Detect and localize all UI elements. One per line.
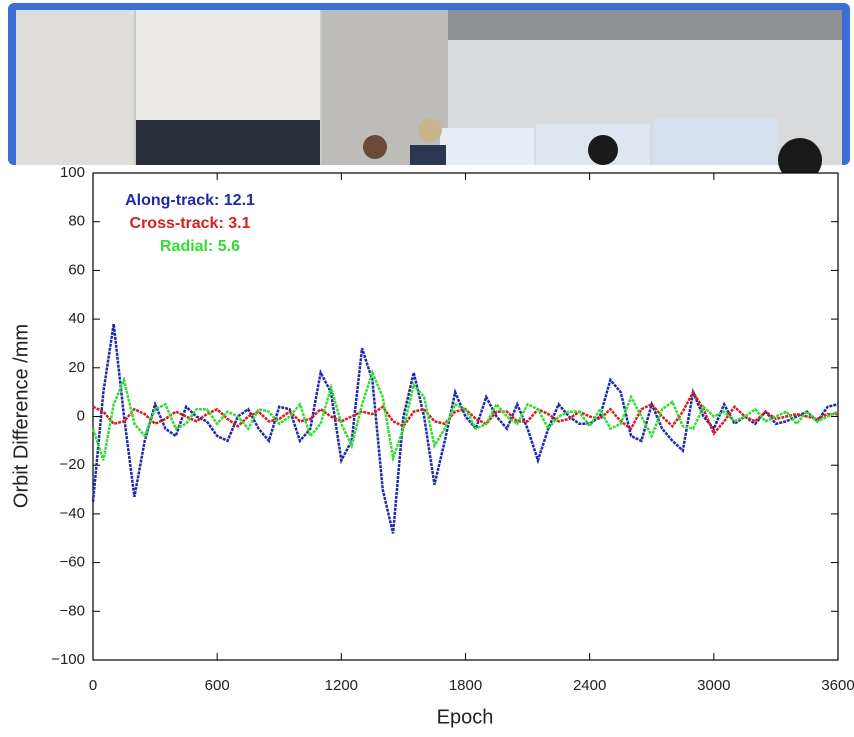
x-tick-label: 600 bbox=[205, 677, 230, 694]
y-tick-label: −60 bbox=[60, 554, 85, 571]
series-line bbox=[91, 323, 839, 534]
y-tick-label: 40 bbox=[68, 310, 85, 327]
legend-entry: Along-track: 12.1 bbox=[125, 192, 255, 209]
x-tick-label: 3000 bbox=[697, 677, 730, 694]
series-line bbox=[92, 389, 838, 436]
legend-entry: Radial: 5.6 bbox=[160, 238, 240, 255]
x-tick-label: 2400 bbox=[573, 677, 606, 694]
y-tick-label: −100 bbox=[51, 651, 85, 668]
x-tick-label: 0 bbox=[89, 677, 97, 694]
y-tick-label: 60 bbox=[68, 261, 85, 278]
y-tick-label: −40 bbox=[60, 505, 85, 522]
x-tick-label: 1800 bbox=[449, 677, 482, 694]
series-line bbox=[91, 369, 839, 463]
y-tick-label: 80 bbox=[68, 213, 85, 230]
y-tick-label: 20 bbox=[68, 359, 85, 376]
x-axis-label: Epoch bbox=[437, 706, 494, 728]
y-tick-label: −80 bbox=[60, 602, 85, 619]
legend-entry: Cross-track: 3.1 bbox=[130, 215, 251, 232]
x-tick-label: 1200 bbox=[325, 677, 358, 694]
y-axis-label: Orbit Difference /mm bbox=[10, 324, 32, 508]
x-tick-label: 3600 bbox=[821, 677, 854, 694]
y-tick-label: −20 bbox=[60, 456, 85, 473]
y-tick-label: 0 bbox=[77, 407, 85, 424]
y-tick-label: 100 bbox=[60, 164, 85, 181]
photo bbox=[8, 3, 850, 182]
